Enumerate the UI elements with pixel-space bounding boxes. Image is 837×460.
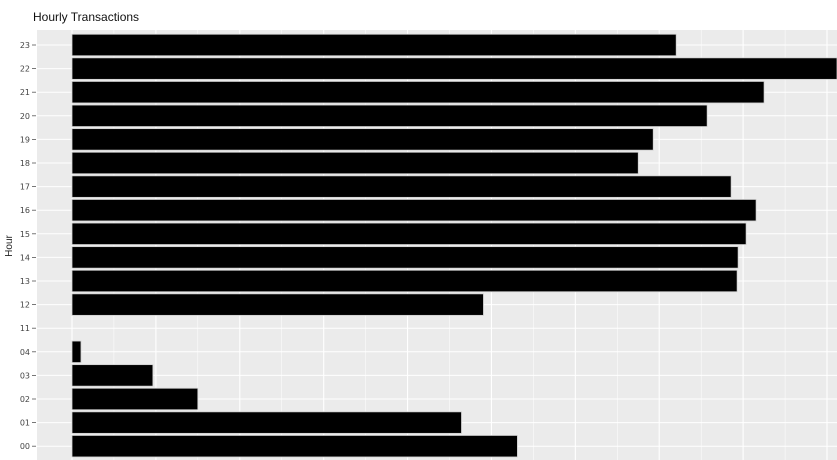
bar-hour-04 [71, 340, 82, 363]
y-tick-label: 00 [20, 442, 30, 451]
bar-hour-00 [71, 435, 518, 458]
bar-hour-14 [71, 246, 739, 269]
y-tick-label: 12 [20, 301, 30, 310]
bar-hour-15 [71, 222, 747, 245]
y-tick-label: 19 [20, 135, 30, 144]
bar-hour-01 [71, 411, 462, 434]
y-tick-label: 13 [20, 277, 30, 286]
y-axis-label: Hour [4, 234, 15, 256]
bars [71, 33, 837, 458]
bar-hour-03 [71, 364, 154, 387]
y-tick-label: 04 [20, 348, 30, 357]
y-tick-label: 21 [20, 88, 30, 97]
bar-hour-18 [71, 151, 639, 175]
y-tick-label: 02 [20, 395, 30, 404]
bar-hour-16 [71, 199, 757, 222]
bar-hour-21 [71, 81, 765, 104]
y-tick-label: 16 [20, 206, 30, 215]
y-tick-label: 20 [20, 112, 30, 121]
bar-hour-02 [71, 387, 199, 411]
bar-hour-13 [71, 269, 738, 293]
bar-hour-17 [71, 175, 732, 198]
y-tick-label: 11 [20, 324, 30, 333]
y-tick-label: 18 [20, 159, 30, 168]
chart-title: Hourly Transactions [33, 10, 140, 24]
y-tick-label: 17 [20, 183, 30, 192]
y-tick-label: 22 [20, 65, 30, 74]
y-tick-label: 14 [20, 253, 30, 262]
bar-hour-12 [71, 293, 484, 316]
y-tick-label: 15 [20, 230, 30, 239]
bar-hour-19 [71, 128, 654, 151]
y-tick-label: 03 [20, 371, 30, 380]
bar-hour-23 [71, 33, 677, 57]
bar-hour-20 [71, 104, 708, 127]
y-tick-labels: 00 01 02 03 04 11 12 13 14 15 16 17 18 19 20 21 22 23 [20, 41, 36, 451]
bar-hour-22 [71, 57, 837, 80]
y-tick-label: 23 [20, 41, 30, 50]
y-tick-label: 01 [20, 419, 30, 428]
